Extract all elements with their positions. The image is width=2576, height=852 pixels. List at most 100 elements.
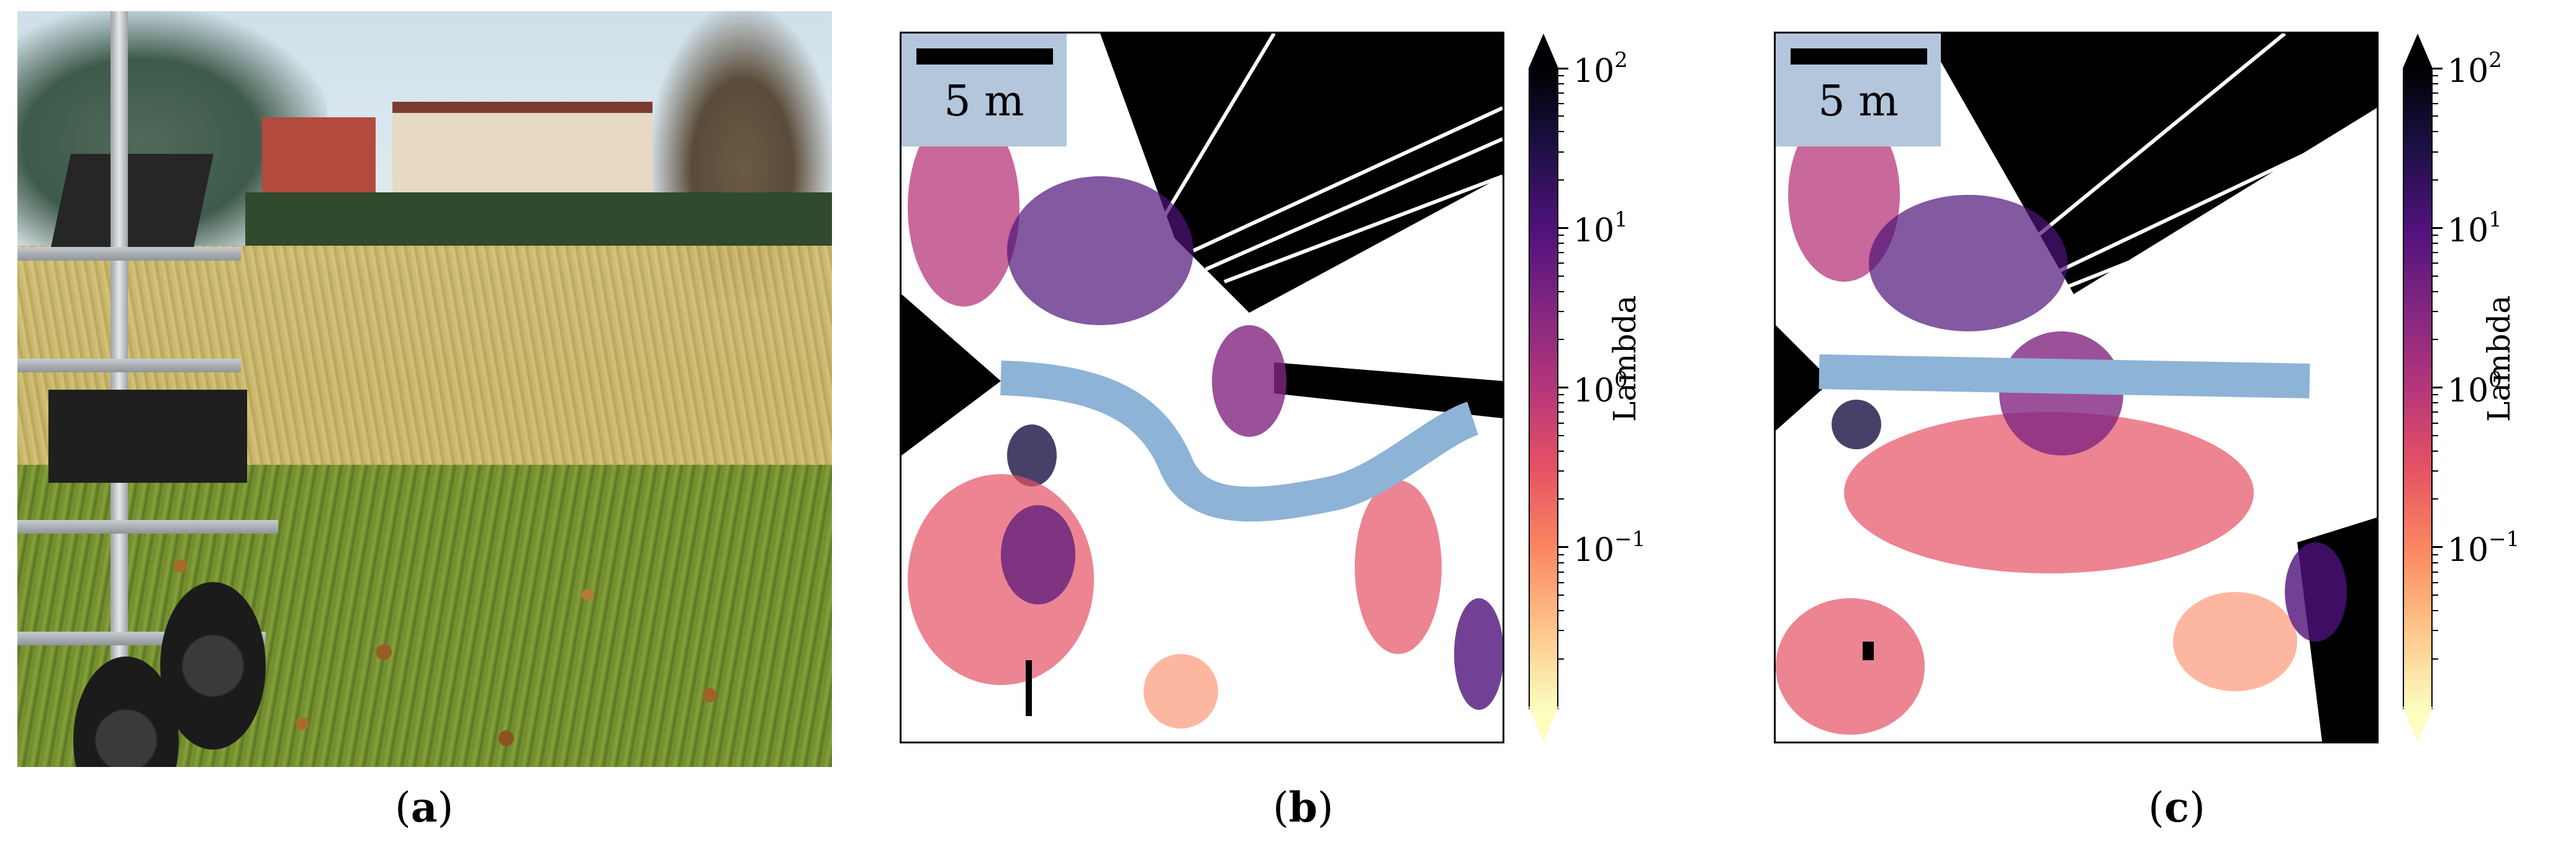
colorbar-minor-tick bbox=[1558, 562, 1564, 563]
colorbar-minor-tick bbox=[1558, 275, 1564, 277]
colorbar-minor-tick bbox=[1558, 252, 1564, 254]
scale-bar bbox=[1791, 48, 1927, 65]
colorbar-minor-tick bbox=[2433, 151, 2438, 153]
colorbar-tick bbox=[2433, 226, 2443, 229]
colorbar-minor-tick bbox=[1558, 92, 1564, 94]
colorbar-minor-tick bbox=[2433, 554, 2438, 555]
colorbar-minor-tick bbox=[1558, 151, 1564, 153]
colorbar-minor-tick bbox=[1558, 103, 1564, 105]
panel-label-b: (b) bbox=[1273, 783, 1334, 832]
colorbar-minor-tick bbox=[1558, 450, 1564, 452]
colorbar-minor-tick bbox=[2433, 610, 2438, 612]
scale-bar-label: 5 m bbox=[1818, 77, 1899, 126]
colorbar-extend-min bbox=[1529, 707, 1558, 742]
tick-base: 10 bbox=[1573, 53, 1615, 90]
tick-exponent: 0 bbox=[2488, 367, 2502, 392]
colorbar-minor-tick bbox=[2433, 470, 2438, 472]
colorbar-minor-tick bbox=[2433, 394, 2438, 396]
colorbar-minor-tick bbox=[2433, 74, 2438, 76]
hedge bbox=[245, 192, 832, 246]
colorbar-minor-tick bbox=[1558, 131, 1564, 133]
colorbar-extend-max bbox=[1529, 34, 1558, 68]
colorbar-minor-tick bbox=[2433, 402, 2438, 404]
robot-rail bbox=[17, 520, 278, 534]
colorbar-minor-tick bbox=[1558, 422, 1564, 424]
panel-label-c: (c) bbox=[2148, 783, 2205, 832]
ray-streaks bbox=[2010, 34, 2377, 308]
colorbar-minor-tick bbox=[2433, 262, 2438, 264]
colorbar-tick bbox=[1558, 546, 1568, 549]
lambda-map-b: 5 m bbox=[900, 32, 1504, 743]
tick-exponent: −1 bbox=[2488, 526, 2520, 552]
colorbar-minor-tick bbox=[2433, 658, 2438, 660]
colorbar-tick-label: 102 bbox=[1573, 50, 1628, 87]
colorbar-minor-tick bbox=[1558, 434, 1564, 436]
tick-exponent: 1 bbox=[2488, 207, 2502, 233]
colorbar-minor-tick bbox=[2433, 83, 2438, 84]
colorbar-minor-tick bbox=[2433, 252, 2438, 254]
colorbar-minor-tick bbox=[1558, 554, 1564, 555]
colorbar-minor-tick bbox=[2433, 179, 2438, 181]
colorbar-minor-tick bbox=[1558, 610, 1564, 612]
colorbar-minor-tick bbox=[1558, 498, 1564, 500]
colorbar-minor-tick bbox=[2433, 310, 2438, 312]
colorbar-minor-tick bbox=[2433, 581, 2438, 583]
robot-rail bbox=[17, 247, 241, 261]
tick-exponent: 2 bbox=[1614, 48, 1628, 73]
colorbar-minor-tick bbox=[2433, 594, 2438, 596]
colorbar-tick bbox=[2433, 387, 2443, 388]
tick-base: 10 bbox=[2447, 212, 2489, 250]
colorbar-tick-label: 10−1 bbox=[2447, 529, 2520, 567]
colorbar-minor-tick bbox=[1558, 179, 1564, 181]
colorbar-minor-tick bbox=[1558, 243, 1564, 244]
robot-laptop bbox=[51, 154, 214, 247]
planned-path bbox=[1819, 354, 2310, 398]
colorbar-minor-tick bbox=[1558, 262, 1564, 264]
colorbar-tick-label: 102 bbox=[2447, 50, 2502, 87]
colorbar-tick-label: 100 bbox=[2447, 369, 2502, 407]
colorbar-c bbox=[2403, 34, 2443, 742]
unknown-region bbox=[1776, 325, 1832, 431]
colorbar-minor-tick bbox=[2433, 115, 2438, 117]
colorbar-tick bbox=[1558, 67, 1568, 70]
colorbar-minor-tick bbox=[1558, 581, 1564, 583]
colorbar-minor-tick bbox=[1558, 630, 1564, 632]
colorbar-b bbox=[1529, 34, 1568, 742]
lambda-map-c: 5 m bbox=[1774, 32, 2379, 743]
colorbar-minor-tick bbox=[1558, 310, 1564, 312]
tick-exponent: 0 bbox=[1614, 367, 1628, 392]
colorbar-minor-tick bbox=[2433, 275, 2438, 277]
tick-base: 10 bbox=[2447, 531, 2489, 569]
colorbar-extend-max bbox=[2403, 34, 2433, 68]
unknown-region bbox=[1100, 34, 1503, 313]
tick-base: 10 bbox=[1573, 531, 1615, 569]
tick-exponent: 1 bbox=[1614, 207, 1628, 233]
colorbar-minor-tick bbox=[1558, 74, 1564, 76]
tick-exponent: −1 bbox=[1614, 526, 1646, 552]
robot-rail bbox=[17, 359, 241, 372]
colorbar-minor-tick bbox=[2433, 411, 2438, 413]
colorbar-minor-tick bbox=[1558, 115, 1564, 117]
colorbar-minor-tick bbox=[1558, 290, 1564, 292]
colorbar-minor-tick bbox=[1558, 394, 1564, 396]
colorbar-tick bbox=[2433, 546, 2443, 549]
colorbar-minor-tick bbox=[2433, 422, 2438, 424]
tick-exponent: 2 bbox=[2488, 48, 2502, 73]
map-b-svg bbox=[902, 34, 1503, 729]
lambda-points bbox=[908, 108, 1503, 729]
tick-base: 10 bbox=[2447, 372, 2489, 410]
robot-box bbox=[48, 390, 247, 483]
colorbar-tick bbox=[2433, 67, 2443, 70]
colorbar-minor-tick bbox=[2433, 103, 2438, 105]
unknown-region bbox=[902, 294, 1001, 455]
tick-base: 10 bbox=[2447, 53, 2489, 90]
panel-label-a: (a) bbox=[395, 783, 454, 832]
colorbar-minor-tick bbox=[1558, 235, 1564, 236]
unknown-region bbox=[1274, 362, 1503, 418]
colorbar-minor-tick bbox=[2433, 562, 2438, 563]
map-c-svg bbox=[1776, 34, 2377, 742]
colorbar-gradient bbox=[2403, 68, 2433, 709]
colorbar-minor-tick bbox=[2433, 434, 2438, 436]
colorbar-tick-label: 10−1 bbox=[1573, 529, 1645, 567]
colorbar-minor-tick bbox=[2433, 290, 2438, 292]
